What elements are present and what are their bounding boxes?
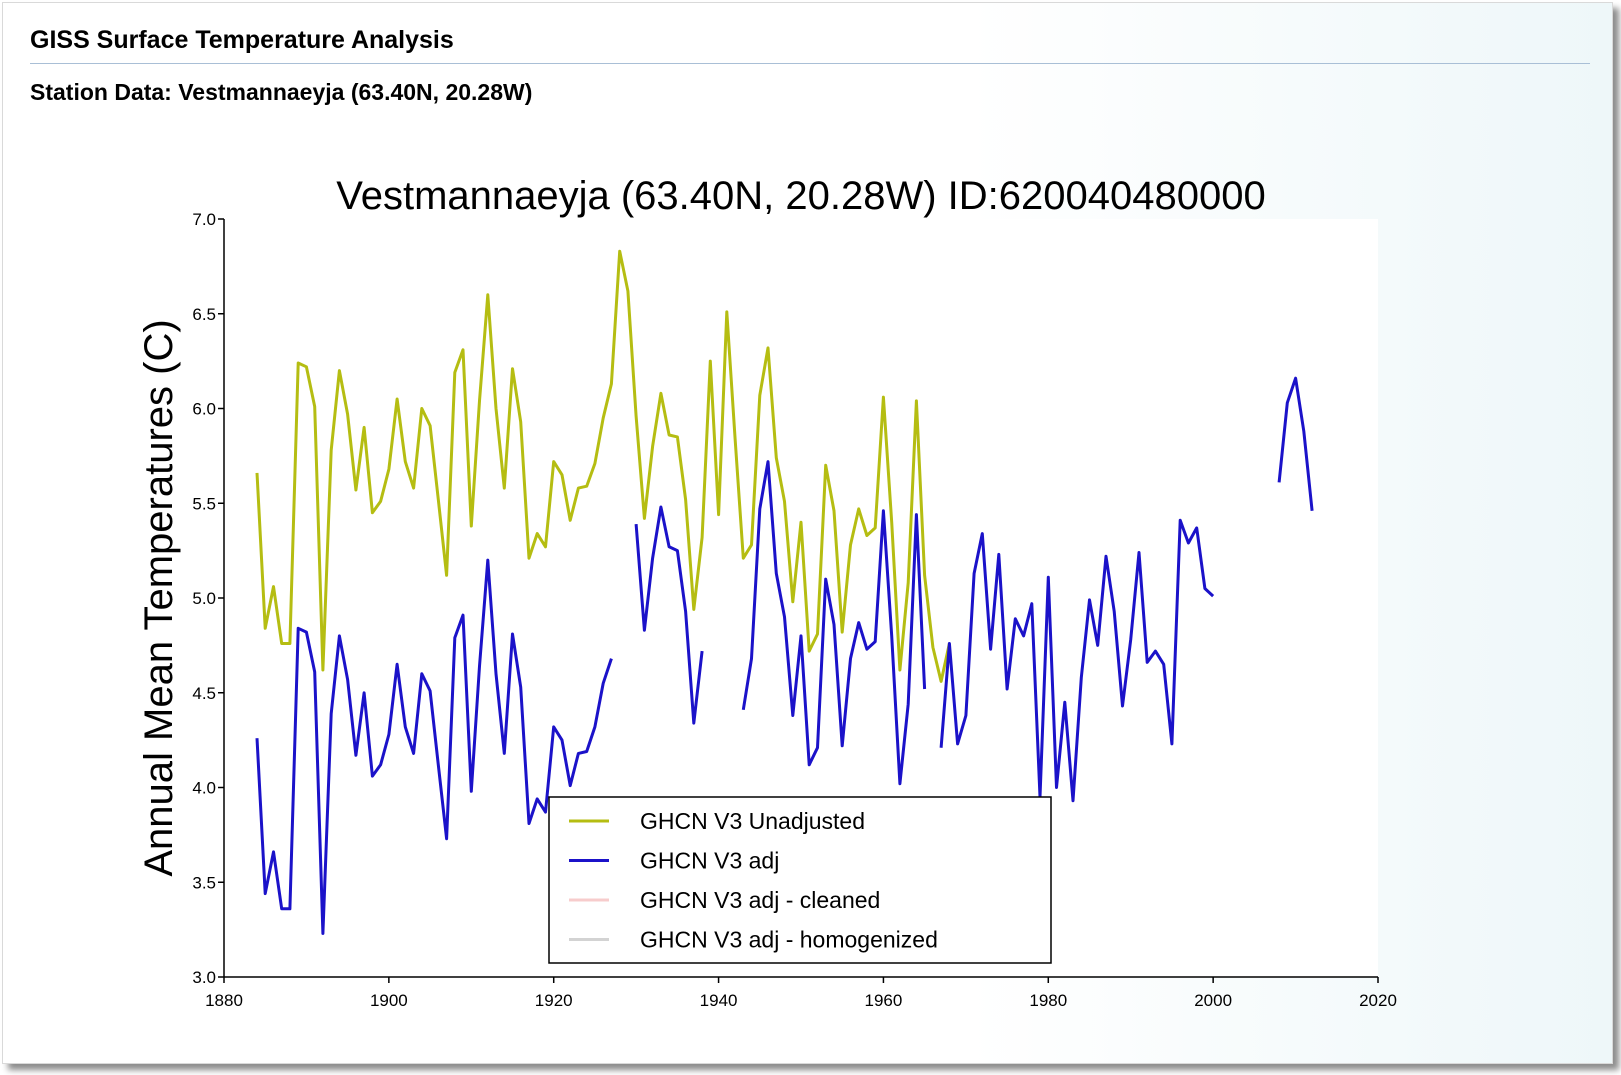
series-line-1 (1277, 376, 1314, 511)
legend-label: GHCN V3 adj - cleaned (640, 887, 880, 913)
header-divider (30, 63, 1590, 64)
series-line-1 (255, 558, 613, 935)
x-tick-label: 2020 (1359, 991, 1397, 1010)
y-tick-label: 3.5 (192, 873, 216, 892)
legend-label: GHCN V3 Unadjusted (640, 808, 865, 834)
series-line-1 (634, 505, 704, 725)
series-layer (255, 249, 1314, 935)
y-tick-label: 5.5 (192, 494, 216, 513)
x-tick-label: 1920 (535, 991, 573, 1010)
legend-label: GHCN V3 adj - homogenized (640, 927, 938, 953)
x-tick-label: 1980 (1029, 991, 1067, 1010)
x-tick-label: 1960 (865, 991, 903, 1010)
y-tick-label: 6.0 (192, 400, 216, 419)
y-axis-label: Annual Mean Temperatures (C) (137, 319, 181, 876)
axes: 3.0 3.5 4.0 4.5 5.0 5.5 6.0 6.5 7.0 1880 1900 1920 1… (192, 210, 1397, 1010)
page-title: GISS Surface Temperature Analysis (30, 26, 454, 54)
legend: GHCN V3 Unadjusted GHCN V3 adj GHCN V3 adj… (548, 796, 1052, 964)
legend-box (548, 796, 1052, 964)
x-tick-label: 1900 (370, 991, 408, 1010)
y-tick-label: 5.0 (192, 589, 216, 608)
y-tick-label: 4.5 (192, 684, 216, 703)
station-subtitle: Station Data: Vestmannaeyja (63.40N, 20.… (30, 79, 533, 105)
chart-title: Vestmannaeyja (63.40N, 20.28W) ID:620040… (336, 174, 1266, 218)
x-tick-label: 1880 (205, 991, 243, 1010)
x-tick-label: 2000 (1194, 991, 1232, 1010)
series-line-1 (939, 518, 1215, 803)
series-line-0 (255, 249, 951, 683)
legend-label: GHCN V3 adj (640, 848, 779, 874)
y-tick-label: 4.0 (192, 779, 216, 798)
y-tick-label: 6.5 (192, 305, 216, 324)
series-line-1 (741, 460, 927, 786)
x-tick-label: 1940 (700, 991, 738, 1010)
y-tick-label: 3.0 (192, 968, 216, 987)
y-tick-label: 7.0 (192, 210, 216, 229)
